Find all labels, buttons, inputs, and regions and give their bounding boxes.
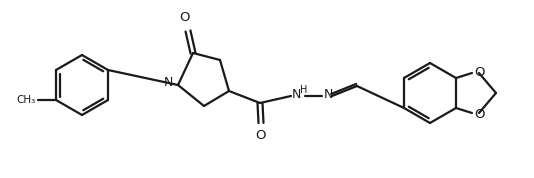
Text: O: O: [474, 66, 484, 78]
Text: H: H: [300, 85, 308, 95]
Text: N: N: [163, 75, 173, 88]
Text: O: O: [256, 129, 266, 142]
Text: N: N: [292, 88, 301, 101]
Text: CH₃: CH₃: [17, 95, 36, 105]
Text: N: N: [324, 88, 333, 101]
Text: O: O: [474, 108, 484, 121]
Text: O: O: [180, 11, 190, 24]
